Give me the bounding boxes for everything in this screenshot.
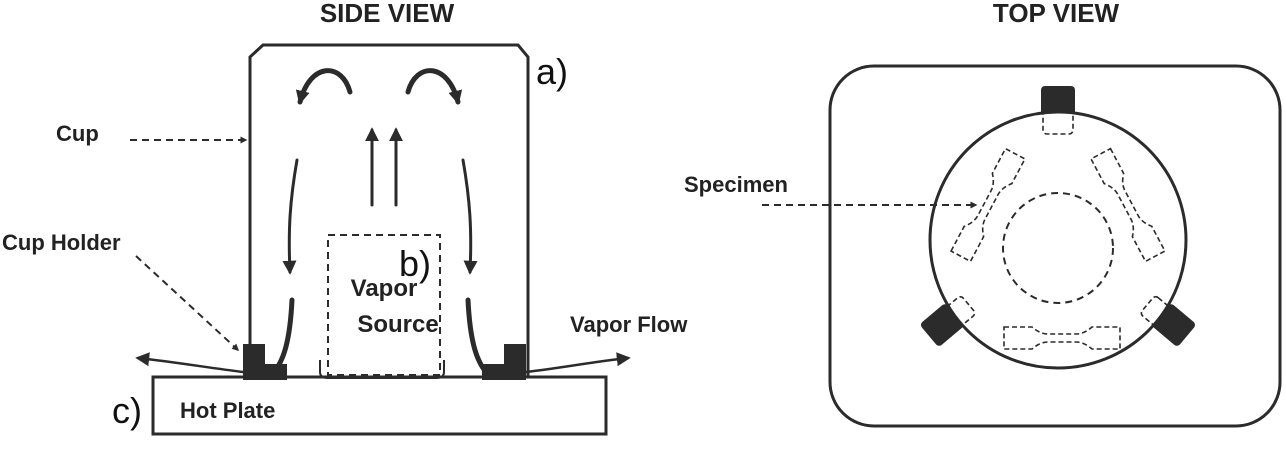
vapor-down-arrow-left	[282, 158, 299, 275]
cup-holder-leader	[135, 255, 240, 351]
vapor-source-dish	[319, 360, 445, 379]
cup-holder-right-base	[482, 364, 526, 380]
tag-a: a)	[536, 51, 568, 92]
side-view-title: SIDE VIEW	[320, 0, 455, 28]
specimen-left	[949, 147, 1027, 263]
holder-slot-right	[1140, 296, 1178, 332]
specimen-label: Specimen	[684, 172, 788, 197]
holder-slot-left	[938, 296, 976, 332]
top-view-title: TOP VIEW	[993, 0, 1120, 28]
cup-label: Cup	[56, 121, 99, 146]
side-view: SIDE VIEW Hot Plate Vapor Source Vapor F	[2, 0, 688, 436]
vapor-source-circle	[1002, 192, 1114, 304]
specimen-right	[1089, 147, 1167, 263]
vapor-source-box	[327, 234, 441, 376]
holder-slot-top	[1042, 107, 1074, 135]
vapor-source-label-line2: Source	[357, 311, 438, 338]
vapor-exit-curve-right	[465, 297, 489, 375]
vapor-curl-left	[295, 68, 353, 105]
top-view: TOP VIEW Specimen	[684, 0, 1282, 428]
hot-plate-label: Hot Plate	[180, 398, 275, 423]
vapor-source-label-line1: Vapor	[351, 275, 418, 302]
cup	[248, 43, 530, 377]
vapor-curl-right	[405, 68, 463, 105]
vapor-flow-arrow-right	[524, 352, 631, 374]
cup-holder-label: Cup Holder	[2, 230, 121, 255]
tag-b: b)	[399, 243, 431, 284]
vapor-exit-curve-left	[271, 297, 295, 375]
tag-c: c)	[112, 390, 142, 431]
vapor-flow-label: Vapor Flow	[570, 312, 688, 337]
vapor-down-arrow-right	[461, 158, 478, 275]
vapor-flow-arrow-left	[135, 352, 245, 374]
cup-circle	[928, 110, 1188, 370]
specimen-bottom	[1003, 326, 1121, 350]
top-view-frame	[828, 64, 1282, 428]
